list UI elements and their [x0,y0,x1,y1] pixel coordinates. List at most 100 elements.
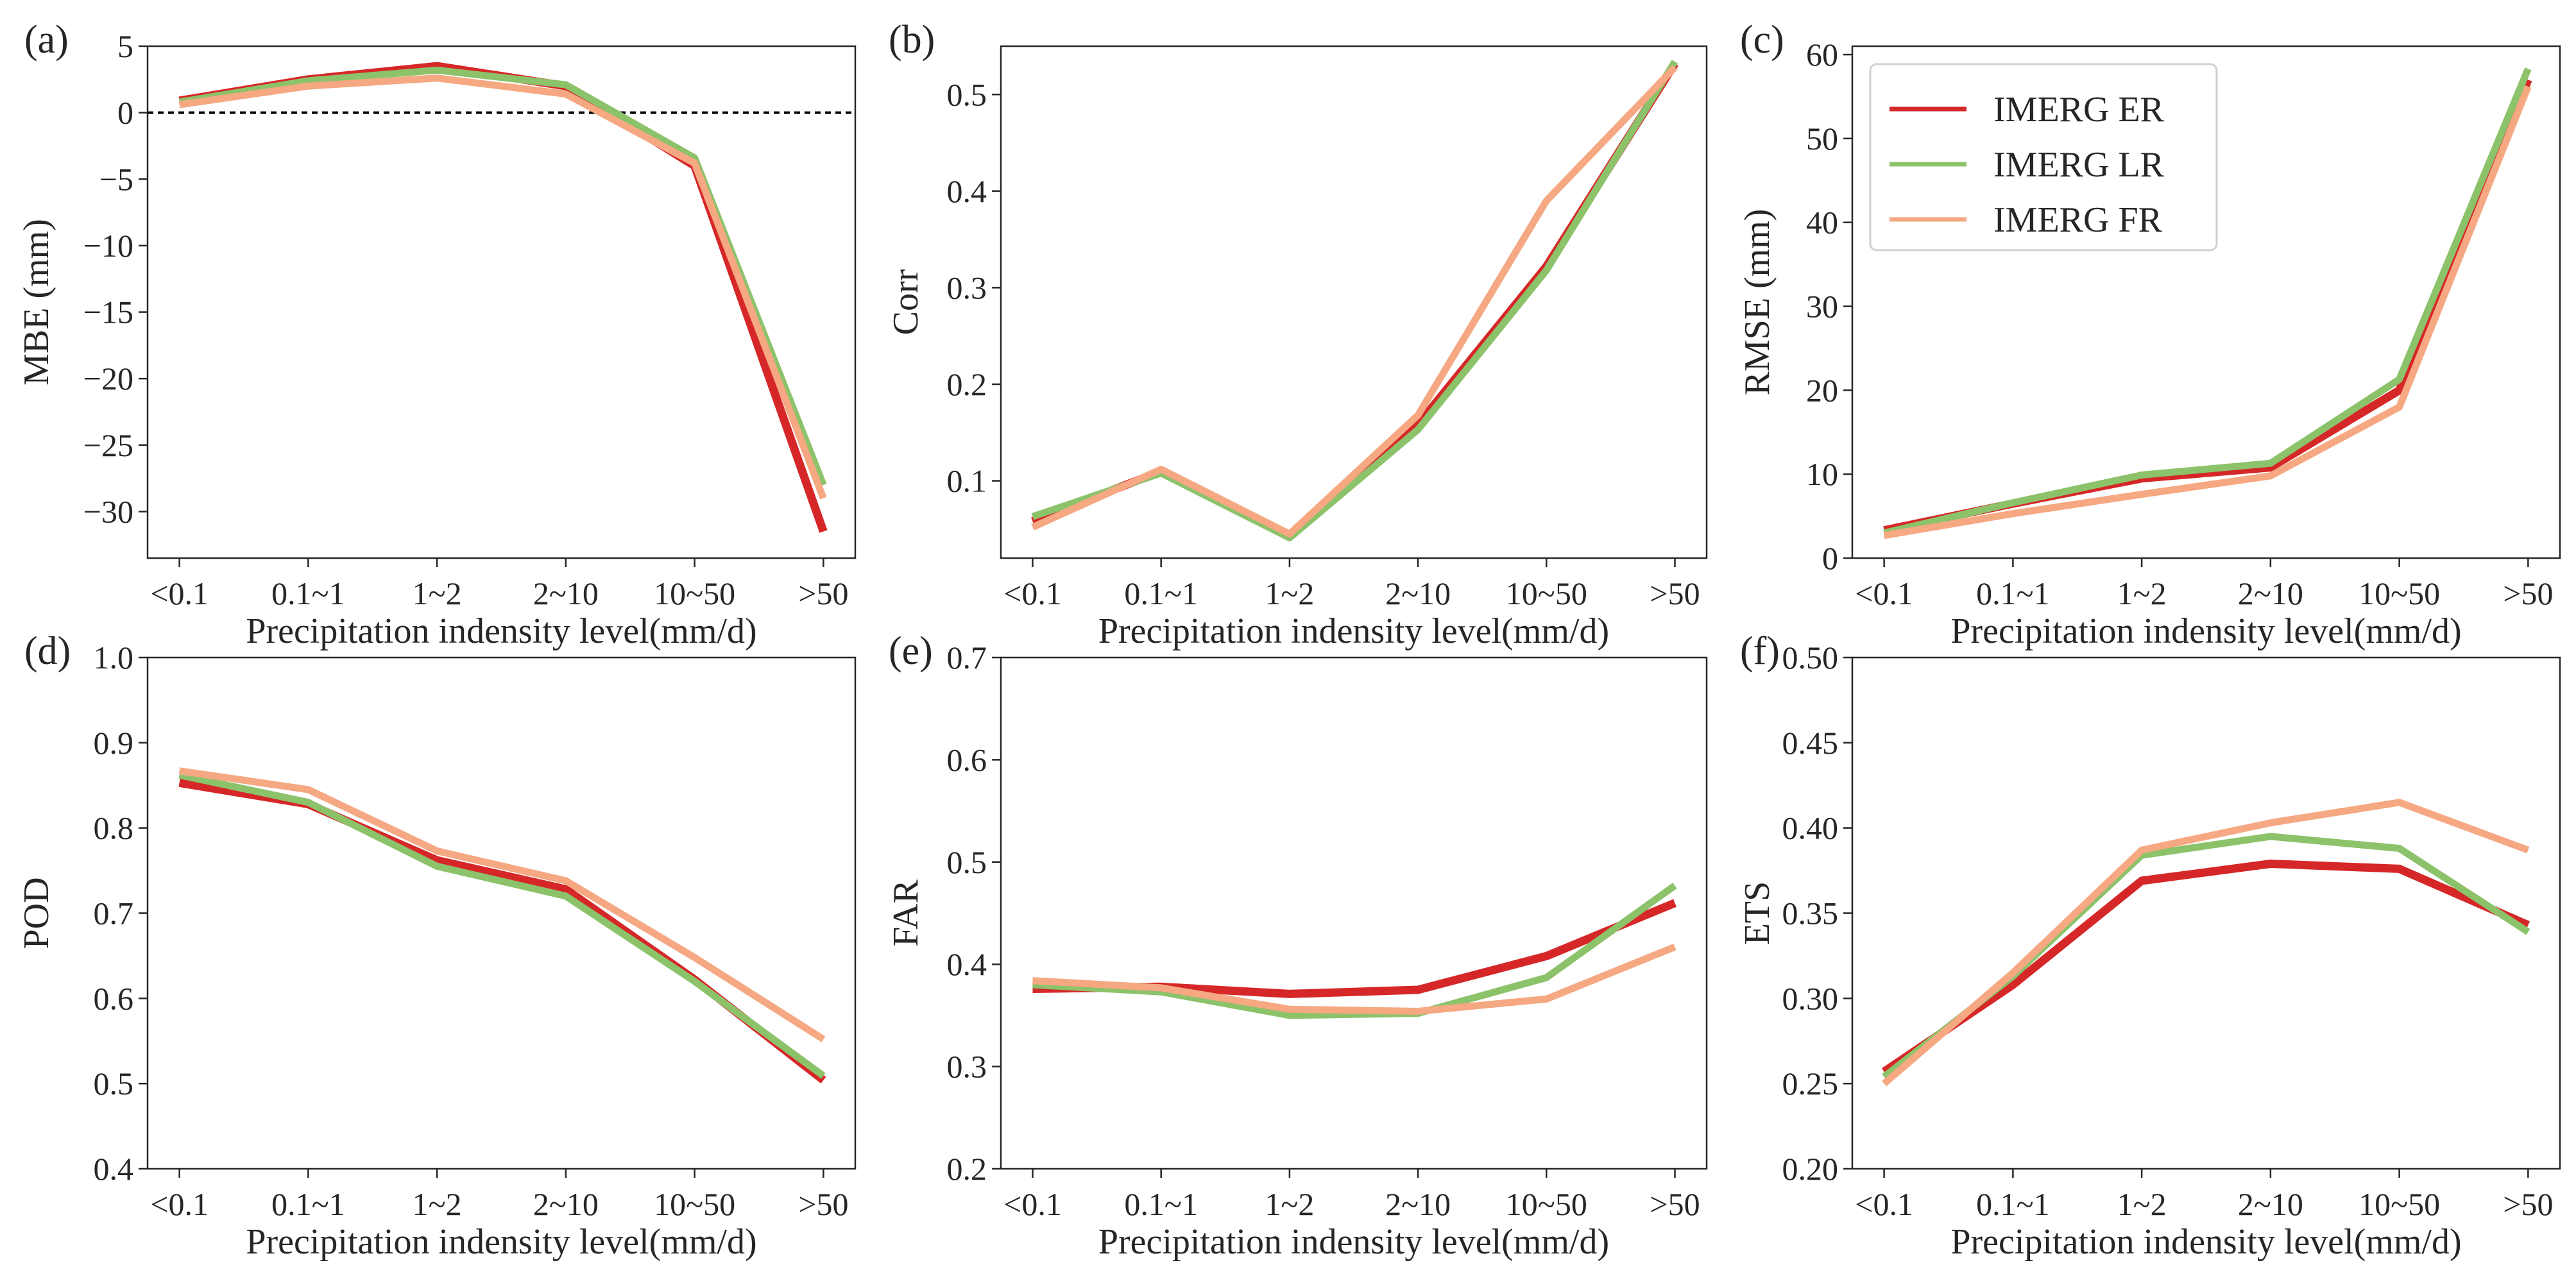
y-tick-label: 10 [1806,456,1838,492]
y-tick-label: 0.35 [1782,896,1839,931]
series-line-imerg-fr [178,767,826,1042]
y-tick-label: −5 [99,161,133,197]
y-tick-label: 0.6 [94,980,134,1016]
y-tick-label: 0.25 [1782,1066,1839,1101]
y-tick-label: 0.4 [947,946,987,982]
x-tick-label: <0.1 [1855,1186,1913,1222]
x-tick-label: 10~50 [1506,575,1587,611]
series-line-imerg-er [178,62,828,533]
x-axis-label: Precipitation indensity level(mm/d) [246,611,756,651]
x-tick-label: 1~2 [1265,575,1314,611]
y-tick-label: 0.40 [1782,810,1839,846]
y-tick-label: 0.20 [1782,1151,1839,1187]
series-line-imerg-fr [1032,944,1676,1015]
x-tick-label: >50 [798,1186,848,1222]
x-tick-label: 1~2 [2117,575,2167,611]
axes-frame [146,656,857,1170]
y-tick-label: 0.7 [94,896,134,931]
x-tick-label: 2~10 [1385,1186,1451,1222]
legend-label: IMERG LR [1993,145,2165,185]
x-axis-label: Precipitation indensity level(mm/d) [1098,611,1609,651]
x-tick-label: <0.1 [1003,1186,1062,1222]
y-tick-label: 0.4 [94,1151,134,1187]
x-tick-label: 2~10 [2238,1186,2303,1222]
y-tick-label: 0.5 [947,844,987,880]
legend-label: IMERG FR [1993,200,2163,240]
series-line-imerg-fr [1031,65,1678,538]
axes-frame [1000,45,1708,559]
x-tick-label: 0.1~1 [1976,575,2050,611]
panel-label: (c) [1740,18,1784,62]
y-tick-label: 40 [1806,205,1838,241]
series-line-imerg-lr [1032,883,1677,1019]
x-tick-label: 10~50 [2358,575,2440,611]
y-axis-label: RMSE (mm) [1737,209,1777,396]
y-tick-label: 0.5 [947,76,987,112]
y-tick-label: 0.50 [1782,640,1839,675]
y-tick-label: 0.2 [947,366,987,402]
y-tick-label: −20 [83,361,133,396]
panel-label: (d) [24,629,71,673]
y-axis-label: Corr [886,269,926,335]
y-tick-label: −15 [83,294,133,330]
y-axis-label: ETS [1737,881,1777,946]
panel-d: 0.4 0.5 0.6 0.7 0.8 0.9 1.0 <0.1 0.1~1 1~2 2~10 10~… [17,629,857,1262]
y-tick-label: 20 [1806,372,1838,408]
panel-a: 5 0 −5 −10 −15 −20 −25 −30 <0.1 0.1~1 1~2 2~10 10~50… [17,18,857,651]
y-axis-label: POD [17,877,56,949]
y-tick-label: 0.7 [947,640,987,675]
x-tick-label: <0.1 [150,1186,209,1222]
series-line-imerg-er [1032,899,1676,998]
y-tick-label: 0.8 [94,810,134,846]
x-tick-label: 10~50 [654,575,735,611]
y-tick-label: 0.6 [947,742,987,777]
y-tick-label: 0.3 [947,269,987,305]
series-line-imerg-lr [1883,67,2532,537]
y-tick-label: 0.4 [947,173,987,209]
y-axis-label: FAR [886,879,926,946]
y-tick-label: 0.30 [1782,980,1839,1016]
y-tick-label: 30 [1806,289,1838,325]
x-tick-label: 1~2 [1265,1186,1314,1222]
x-axis-label: Precipitation indensity level(mm/d) [1950,611,2461,651]
series-line-imerg-er [178,778,826,1084]
y-tick-label: 0.45 [1782,725,1839,761]
y-tick-label: 1.0 [94,640,134,675]
x-tick-label: 1~2 [2117,1186,2167,1222]
x-tick-label: 0.1~1 [271,1186,345,1222]
series-line-imerg-er [1881,860,2530,1075]
x-tick-label: 10~50 [1506,1186,1587,1222]
legend-label: IMERG ER [1993,90,2165,130]
panel-label: (b) [889,18,935,62]
x-tick-label: 2~10 [1385,575,1451,611]
x-tick-label: 2~10 [2238,575,2303,611]
axes-frame [1000,656,1708,1170]
axes-frame [1851,656,2561,1170]
series-line-imerg-fr [178,74,827,500]
y-tick-label: 60 [1806,37,1838,72]
x-tick-label: >50 [1650,1186,1700,1222]
y-tick-label: 5 [117,28,133,64]
y-tick-label: 0.2 [947,1151,987,1187]
x-tick-label: <0.1 [1855,575,1913,611]
panel-label: (e) [889,629,933,673]
y-tick-label: 0.3 [947,1049,987,1085]
x-axis-label: Precipitation indensity level(mm/d) [1950,1222,2461,1262]
x-tick-label: 10~50 [654,1186,735,1222]
panel-label: (a) [24,18,69,62]
series-line-imerg-lr [1031,60,1678,541]
x-tick-label: 2~10 [533,575,599,611]
x-axis-label: Precipitation indensity level(mm/d) [1098,1222,1609,1262]
y-tick-label: 0 [117,95,133,131]
series-line-imerg-fr [1882,799,2530,1087]
y-tick-label: −25 [83,427,133,463]
x-tick-label: 0.1~1 [271,575,345,611]
x-tick-label: >50 [2503,1186,2553,1222]
legend: IMERG ER IMERG LR IMERG FR [1869,63,2218,251]
y-axis-label: MBE (mm) [17,219,56,386]
y-tick-label: −30 [83,493,133,529]
x-tick-label: <0.1 [1003,575,1062,611]
x-tick-label: >50 [1650,575,1700,611]
panel-label: (f) [1740,629,1780,673]
y-tick-label: 0.9 [94,725,134,761]
